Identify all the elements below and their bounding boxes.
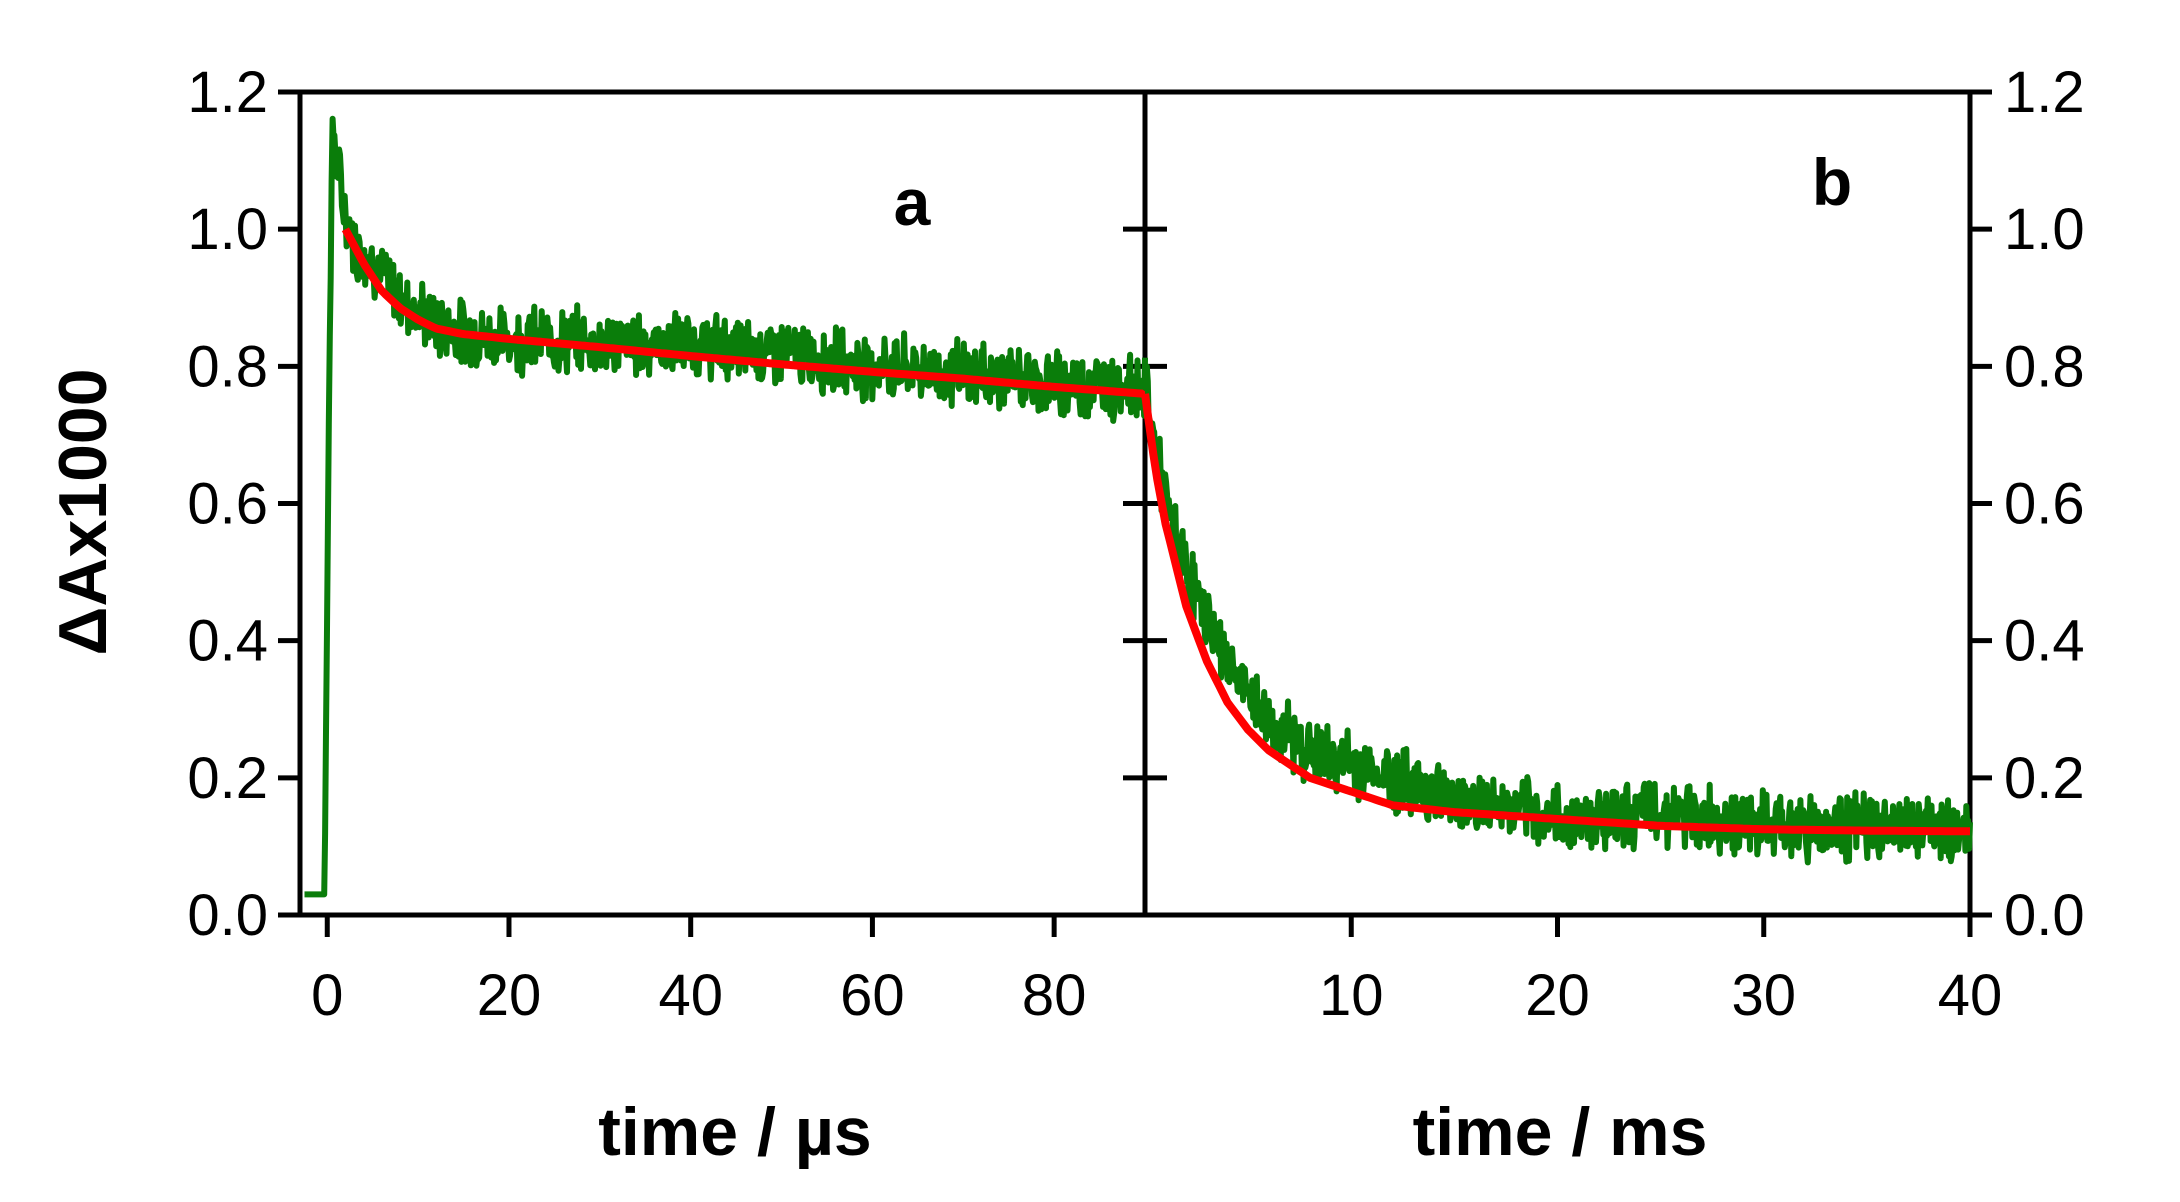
panel-label-b: b bbox=[1812, 145, 1852, 219]
y-tick-label-right: 1.2 bbox=[2004, 60, 2085, 125]
x-tick-label-panel-a: 80 bbox=[1022, 963, 1087, 1028]
x-axis-title-panel-b: time / ms bbox=[1413, 1094, 1708, 1170]
x-tick-label-panel-b: 20 bbox=[1525, 963, 1590, 1028]
y-tick-label-right: 0.4 bbox=[2004, 609, 2085, 674]
x-tick-label-panel-a: 60 bbox=[840, 963, 905, 1028]
panel-label-a: a bbox=[894, 165, 932, 239]
data-layer bbox=[302, 115, 1973, 898]
data-trace-panel-b bbox=[1142, 363, 1973, 866]
x-tick-label-panel-b: 40 bbox=[1938, 963, 2003, 1028]
y-tick-label-left: 1.2 bbox=[187, 60, 268, 125]
x-tick-label-panel-b: 30 bbox=[1731, 963, 1796, 1028]
x-tick-label-panel-a: 20 bbox=[477, 963, 542, 1028]
text-layer: ΔAx1000 time / µs time / ms a b bbox=[45, 145, 1852, 1170]
y-tick-label-left: 1.0 bbox=[187, 197, 268, 262]
y-tick-label-left: 0.0 bbox=[187, 883, 268, 948]
y-tick-label-right: 1.0 bbox=[2004, 197, 2085, 262]
y-tick-label-left: 0.4 bbox=[187, 609, 268, 674]
y-axis-title: ΔAx1000 bbox=[45, 368, 121, 655]
y-tick-label-right: 0.6 bbox=[2004, 472, 2085, 537]
y-tick-label-left: 0.8 bbox=[187, 334, 268, 399]
data-trace-panel-a bbox=[302, 115, 1148, 898]
y-tick-label-left: 0.2 bbox=[187, 746, 268, 811]
fit-line-panel-b bbox=[1141, 393, 1970, 836]
x-tick-label-panel-a: 0 bbox=[311, 963, 343, 1028]
axes-layer: 0.0 0.2 0.4 0.6 0.8 1.0 1.2 0 20 40 60 80 0.0 0.2 0.4 0… bbox=[187, 60, 2084, 1028]
y-tick-label-right: 0.0 bbox=[2004, 883, 2085, 948]
y-tick-label-right: 0.8 bbox=[2004, 334, 2085, 399]
fit-line-panel-a bbox=[341, 227, 1146, 398]
x-tick-label-panel-a: 40 bbox=[658, 963, 723, 1028]
y-tick-label-left: 0.6 bbox=[187, 472, 268, 537]
y-tick-label-right: 0.2 bbox=[2004, 746, 2085, 811]
x-tick-label-panel-b: 10 bbox=[1319, 963, 1384, 1028]
x-axis-title-panel-a: time / µs bbox=[598, 1094, 872, 1170]
plot-frame-panel-a bbox=[297, 89, 1148, 918]
